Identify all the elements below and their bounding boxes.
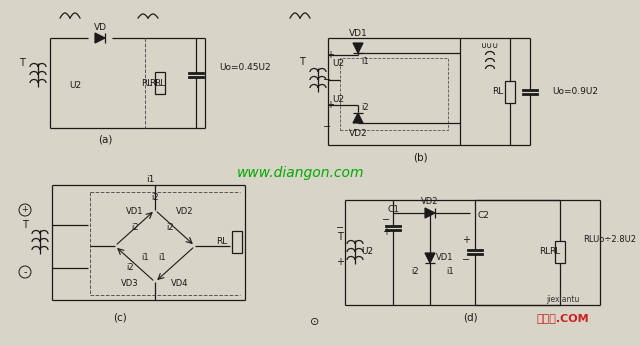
Text: (c): (c)	[113, 313, 127, 323]
Text: +: +	[382, 227, 390, 237]
Text: jiexiantu: jiexiantu	[547, 295, 580, 304]
Text: -: -	[23, 267, 27, 277]
Text: (b): (b)	[413, 153, 428, 163]
Polygon shape	[425, 208, 435, 218]
Text: i2: i2	[411, 267, 419, 276]
Text: T: T	[299, 57, 305, 67]
Text: T: T	[22, 220, 28, 230]
Bar	[505, 81, 515, 103]
Text: RLUo÷2.8U2: RLUo÷2.8U2	[584, 236, 637, 245]
Text: RL: RL	[141, 79, 152, 88]
Text: VD2: VD2	[421, 198, 439, 207]
Polygon shape	[425, 253, 435, 263]
Text: RL: RL	[216, 237, 227, 246]
Text: i2: i2	[131, 224, 139, 233]
Text: (d): (d)	[463, 313, 477, 323]
Text: ∪∪∪: ∪∪∪	[481, 40, 499, 49]
Text: i2: i2	[126, 264, 134, 273]
Text: +: +	[326, 50, 334, 60]
Bar	[232, 231, 242, 253]
Text: U2: U2	[332, 58, 344, 67]
Text: i2: i2	[166, 224, 174, 233]
Text: C2: C2	[477, 210, 489, 219]
Text: i2: i2	[151, 193, 159, 202]
Text: ⊙: ⊙	[310, 317, 320, 327]
Text: +: +	[326, 100, 334, 110]
Bar	[555, 241, 565, 263]
Text: Uo=0.45U2: Uo=0.45U2	[219, 64, 271, 73]
Text: i1: i1	[146, 175, 154, 184]
Text: Uo=0.9U2: Uo=0.9U2	[552, 88, 598, 97]
Text: RL: RL	[492, 88, 503, 97]
Text: U2: U2	[332, 95, 344, 104]
Text: i1: i1	[141, 254, 149, 263]
Text: (a): (a)	[98, 135, 112, 145]
Text: RL: RL	[154, 79, 166, 88]
Text: −: −	[323, 75, 331, 85]
Text: VD2: VD2	[349, 128, 367, 137]
Text: i2: i2	[361, 103, 369, 112]
Text: i1: i1	[158, 254, 166, 263]
Text: +: +	[22, 206, 28, 215]
Text: T: T	[337, 232, 343, 242]
Text: RL: RL	[549, 247, 561, 256]
Text: 接线图.COM: 接线图.COM	[537, 313, 589, 323]
Text: www.diangon.com: www.diangon.com	[237, 166, 365, 180]
Text: VD1: VD1	[436, 254, 454, 263]
Text: U2: U2	[361, 247, 373, 256]
Text: VD3: VD3	[121, 280, 139, 289]
Polygon shape	[353, 113, 363, 123]
Text: i1: i1	[361, 57, 369, 66]
Bar	[340, 58, 448, 130]
Text: T: T	[19, 58, 25, 68]
Text: U2: U2	[69, 81, 81, 90]
Text: −: −	[336, 223, 344, 233]
Text: i1: i1	[446, 267, 454, 276]
Text: +: +	[336, 257, 344, 267]
Text: RL: RL	[539, 247, 550, 256]
Text: −: −	[382, 215, 390, 225]
Text: −: −	[462, 255, 470, 265]
Text: +: +	[462, 235, 470, 245]
Text: RL: RL	[149, 79, 161, 88]
Text: VD2: VD2	[176, 207, 194, 216]
Bar	[155, 72, 165, 94]
Text: C1: C1	[387, 206, 399, 215]
Text: VD: VD	[93, 22, 106, 31]
Polygon shape	[353, 43, 363, 53]
Text: VD1: VD1	[126, 207, 144, 216]
Text: −: −	[323, 122, 331, 132]
Polygon shape	[95, 33, 105, 43]
Text: VD1: VD1	[349, 28, 367, 37]
Text: VD4: VD4	[172, 280, 189, 289]
